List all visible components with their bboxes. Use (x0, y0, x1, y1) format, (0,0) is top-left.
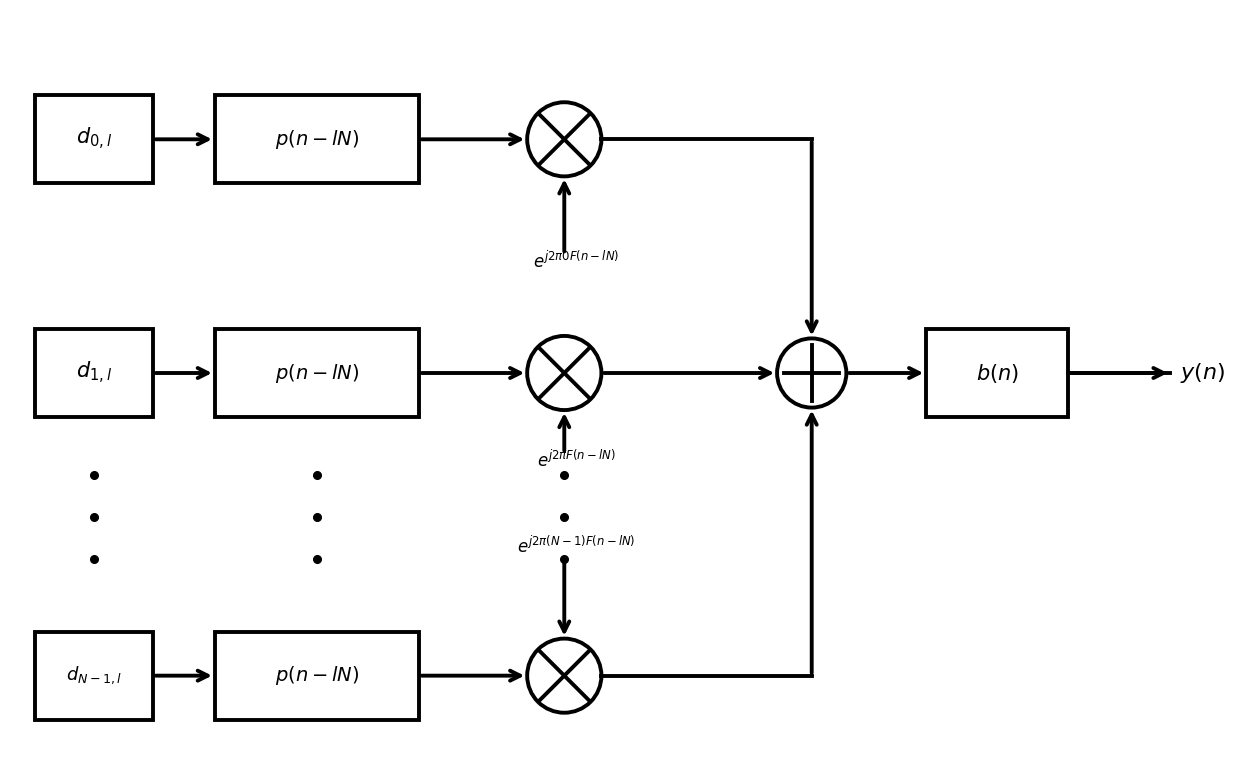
Text: $d_{N-1,l}$: $d_{N-1,l}$ (66, 665, 123, 687)
Ellipse shape (777, 338, 847, 408)
Bar (36, 631, 153, 720)
Bar (36, 95, 153, 183)
Text: $p(n-lN)$: $p(n-lN)$ (275, 128, 360, 151)
Bar (215, 95, 419, 183)
Text: $d_{0,l}$: $d_{0,l}$ (76, 126, 112, 152)
Text: $d_{1,l}$: $d_{1,l}$ (76, 360, 112, 386)
Text: $p(n-lN)$: $p(n-lN)$ (275, 361, 360, 384)
Ellipse shape (527, 638, 601, 713)
Text: $p(n-lN)$: $p(n-lN)$ (275, 664, 360, 687)
Bar (215, 631, 419, 720)
Text: $e^{j2\pi(N-1)F(n-lN)}$: $e^{j2\pi(N-1)F(n-lN)}$ (517, 536, 636, 557)
Ellipse shape (527, 336, 601, 410)
Text: $b(n)$: $b(n)$ (976, 361, 1019, 384)
Bar (926, 329, 1069, 417)
Text: $y(n)$: $y(n)$ (1180, 361, 1225, 385)
Ellipse shape (527, 102, 601, 176)
Bar (215, 329, 419, 417)
Text: $e^{j2\pi 0F(n-lN)}$: $e^{j2\pi 0F(n-lN)}$ (533, 251, 620, 271)
Text: $e^{j2\pi F(n-lN)}$: $e^{j2\pi F(n-lN)}$ (537, 450, 616, 471)
Bar (36, 329, 153, 417)
